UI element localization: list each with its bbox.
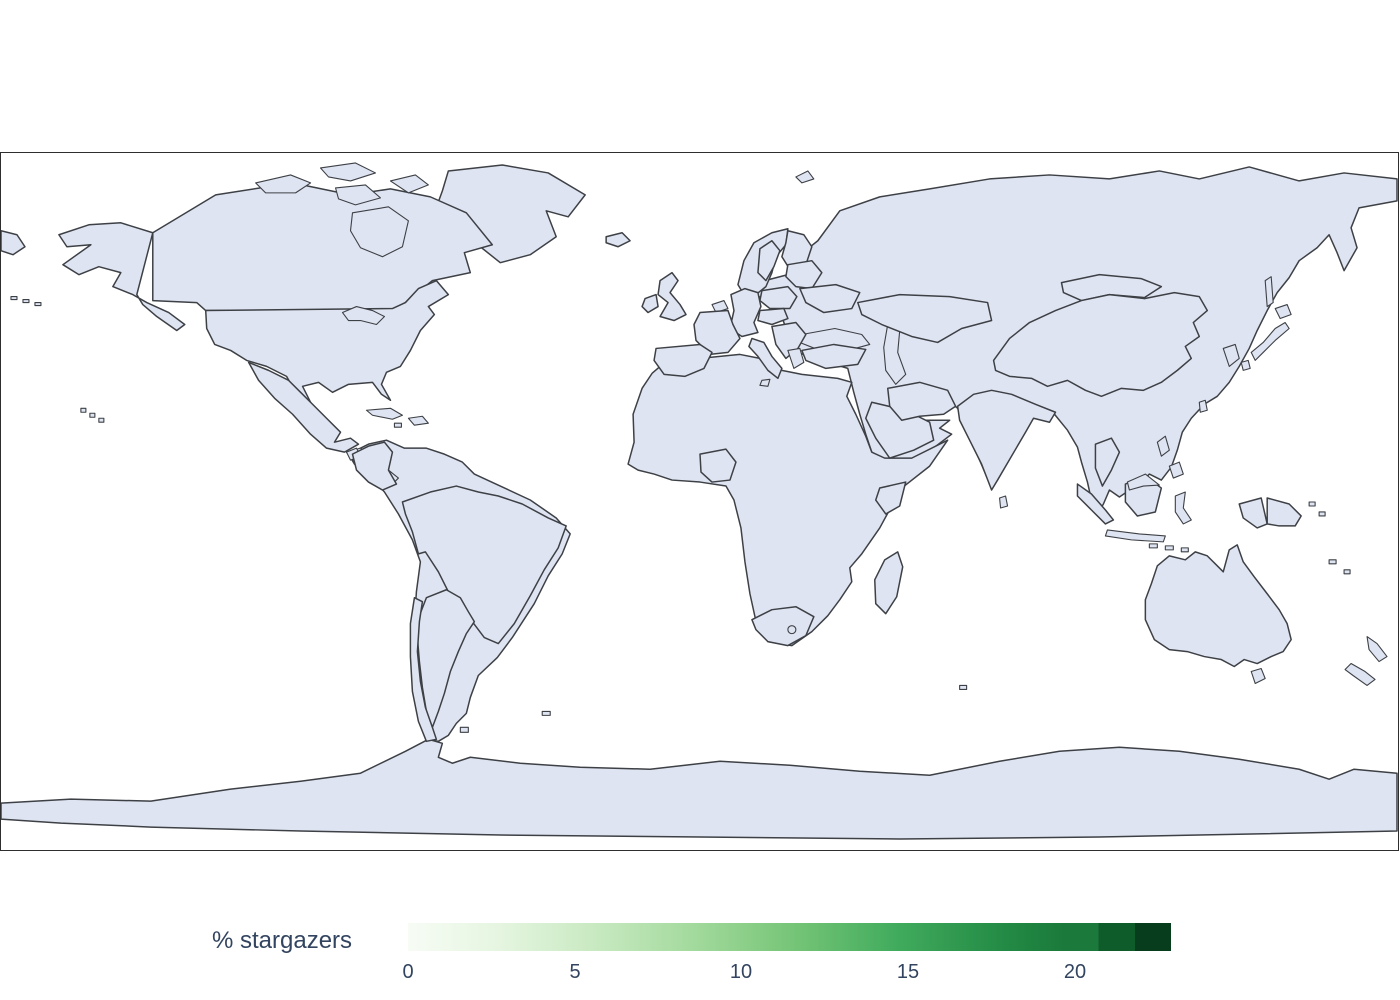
philippines-mindanao xyxy=(1168,461,1184,479)
south-georgia-dot xyxy=(541,710,551,716)
country-chile xyxy=(409,596,438,743)
canada-arctic-island-1 xyxy=(255,174,312,194)
country-argentina xyxy=(416,588,476,729)
country-ukraine xyxy=(799,283,861,314)
country-austria-czechia xyxy=(757,307,789,326)
country-poland xyxy=(759,285,798,310)
country-mexico xyxy=(247,361,360,453)
colorbar-tick-10: 10 xyxy=(729,961,753,983)
black-sea xyxy=(799,327,871,351)
country-nigeria xyxy=(699,448,737,483)
philippines-luzon xyxy=(1156,435,1170,457)
country-brazil xyxy=(401,485,567,645)
world-choropleth-map xyxy=(0,152,1399,851)
region-africa-nodata xyxy=(627,353,949,647)
country-taiwan xyxy=(1198,399,1208,413)
country-kenya xyxy=(874,481,907,515)
indonesia-sumatra xyxy=(1076,483,1115,525)
country-greece xyxy=(787,347,805,369)
colorbar-title: % stargazers xyxy=(212,927,353,954)
indonesia-java xyxy=(1104,529,1166,543)
country-italy xyxy=(748,337,783,380)
colorbar-tick-0: 0 xyxy=(402,961,414,983)
new-zealand-north-island xyxy=(1366,636,1388,663)
colorbar-tick-15: 15 xyxy=(896,961,920,983)
country-colombia xyxy=(351,441,398,491)
japan-honshu xyxy=(1250,321,1290,361)
country-china xyxy=(992,291,1209,398)
country-netherlands-belgium xyxy=(711,300,729,314)
region-antarctica xyxy=(1,738,1398,840)
caspian-sea xyxy=(883,323,907,385)
country-iceland xyxy=(605,232,631,248)
japan-hokkaido xyxy=(1274,304,1292,320)
canada-arctic-island-4 xyxy=(389,174,429,194)
country-sri-lanka xyxy=(999,495,1009,509)
country-france xyxy=(693,309,741,356)
lesotho-enclave xyxy=(787,625,797,635)
canada-arctic-island-3 xyxy=(334,184,382,206)
colorbar-tick-20: 20 xyxy=(1063,961,1087,983)
country-thailand xyxy=(1094,437,1121,487)
country-mongolia xyxy=(1060,273,1163,302)
country-sweden xyxy=(757,240,781,282)
region-chukotka-left-edge xyxy=(1,230,26,256)
country-india xyxy=(956,389,1057,491)
country-spain xyxy=(653,343,713,378)
country-iran xyxy=(886,381,957,421)
indonesia-west-papua xyxy=(1238,497,1268,529)
colorbar-gradient xyxy=(408,923,1171,951)
falkland-islands-dot xyxy=(459,726,469,733)
usa-alaska xyxy=(58,222,186,332)
country-australia xyxy=(1144,544,1292,668)
great-lakes xyxy=(341,306,386,326)
australia-tasmania xyxy=(1250,667,1266,685)
hudson-bay xyxy=(349,206,409,258)
kerguelen-dot xyxy=(959,684,968,691)
svalbard-islands xyxy=(795,170,815,184)
indonesia-sulawesi xyxy=(1174,491,1192,525)
jamaica-dot xyxy=(393,422,402,428)
country-united-states xyxy=(204,279,450,404)
hispaniola-island xyxy=(407,415,429,426)
map-canvas xyxy=(1,162,1398,840)
country-papua-new-guinea xyxy=(1266,497,1302,527)
pacific-island-dots xyxy=(1308,501,1351,575)
sakhalin-island xyxy=(1264,276,1274,308)
japan-kyushu xyxy=(1240,359,1251,371)
cuba-island xyxy=(365,407,403,420)
canada-arctic-island-2 xyxy=(319,162,377,182)
aleutian-island-dots xyxy=(10,296,42,307)
country-kazakhstan xyxy=(857,293,993,344)
country-south-africa xyxy=(751,605,815,647)
country-south-korea xyxy=(1222,343,1240,367)
country-turkey xyxy=(801,343,867,370)
italy-sicily-island xyxy=(759,378,771,387)
usa-hawaii-dots xyxy=(80,407,105,423)
malaysia-north-borneo xyxy=(1126,473,1160,491)
colorbar-tick-5: 5 xyxy=(569,961,581,983)
madagascar-island xyxy=(874,551,904,615)
country-united-kingdom xyxy=(657,271,687,322)
lesser-sunda-dots xyxy=(1148,543,1189,553)
country-ireland xyxy=(641,293,659,314)
new-zealand-south-island xyxy=(1344,662,1376,687)
country-canada xyxy=(152,182,494,312)
